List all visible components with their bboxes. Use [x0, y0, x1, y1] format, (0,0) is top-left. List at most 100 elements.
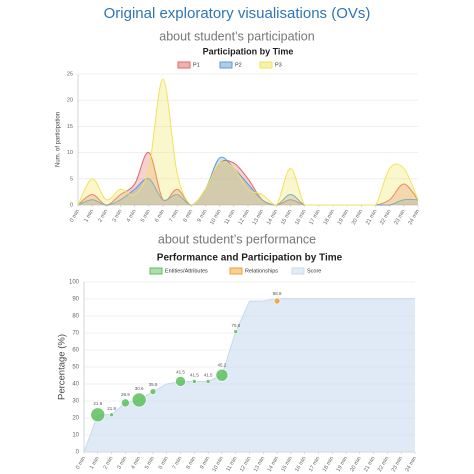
- y-tick-label: 10: [72, 433, 79, 439]
- y-tick-label: 90: [72, 297, 79, 303]
- x-tick-label: 0 min: [69, 209, 81, 224]
- y-tick-label: 80: [72, 314, 79, 320]
- x-tick-label: 21 min: [363, 456, 376, 473]
- x-tick-label: 9 min: [199, 456, 211, 471]
- page-title: Original exploratory visualisations (OVs…: [104, 5, 371, 22]
- legend-swatch: [229, 267, 243, 275]
- x-tick-label: 14 min: [266, 209, 279, 226]
- x-tick-label: 5 min: [140, 209, 152, 224]
- data-label: 88.8: [273, 291, 282, 296]
- x-tick-label: 14 min: [267, 456, 280, 473]
- legend-label: P2: [235, 62, 242, 68]
- bubble: [215, 368, 229, 382]
- data-label: 45.2: [218, 362, 227, 367]
- x-tick-label: 9 min: [197, 209, 209, 224]
- bubble: [121, 398, 130, 408]
- data-label: 21.9: [107, 406, 116, 411]
- x-tick-label: 22 min: [377, 456, 390, 473]
- y-tick-label: 40: [72, 382, 79, 388]
- x-tick-label: 15 min: [280, 209, 293, 226]
- x-tick-label: 17 min: [308, 456, 321, 473]
- x-tick-label: 24 min: [405, 456, 418, 473]
- data-label: 41.5: [190, 373, 199, 378]
- legend-swatch: [259, 61, 273, 69]
- x-tick-label: 1 min: [83, 209, 95, 224]
- x-tick-label: 19 min: [337, 209, 350, 226]
- x-tick-label: 1 min: [89, 456, 101, 471]
- x-tick-label: 8 min: [182, 209, 194, 224]
- x-tick-label: 18 min: [322, 456, 335, 473]
- x-tick-label: 22 min: [379, 209, 392, 226]
- x-tick-label: 4 min: [126, 209, 138, 224]
- bubble: [233, 329, 239, 334]
- bubble: [205, 379, 211, 384]
- x-tick-label: 12 min: [239, 456, 252, 473]
- x-tick-label: 18 min: [323, 209, 336, 226]
- x-tick-label: 13 min: [252, 209, 265, 226]
- x-tick-label: 6 min: [154, 209, 166, 224]
- y-tick-label: 20: [72, 416, 79, 422]
- y-tick-label: 50: [72, 365, 79, 371]
- x-tick-label: 20 min: [349, 456, 362, 473]
- y-tick-label: 5: [70, 176, 73, 182]
- y-tick-label: 15: [67, 124, 73, 130]
- x-tick-label: 5 min: [144, 456, 156, 471]
- x-tick-label: 15 min: [280, 456, 293, 473]
- area-fill: [78, 79, 418, 205]
- x-tick-label: 19 min: [336, 456, 349, 473]
- area-fill: [84, 298, 415, 452]
- x-tick-label: 20 min: [351, 209, 364, 226]
- legend-label: P3: [275, 62, 282, 68]
- x-tick-label: 7 min: [168, 209, 180, 224]
- y-axis-label: Num. of participation: [56, 112, 62, 167]
- series-line: [77, 78, 419, 206]
- data-label: 30.6: [135, 386, 144, 391]
- data-label: 28.9: [121, 392, 130, 397]
- x-tick-label: 23 min: [391, 456, 404, 473]
- chart-title: Performance and Participation by Time: [157, 253, 343, 264]
- y-tick-label: 0: [70, 202, 73, 208]
- legend-swatch: [177, 61, 191, 69]
- legend-label: Relationships: [245, 268, 278, 274]
- x-tick-label: 6 min: [158, 456, 170, 471]
- x-tick-label: 10 min: [209, 209, 222, 226]
- y-tick-label: 0: [76, 450, 80, 456]
- chart-title: Participation by Time: [203, 46, 294, 56]
- x-tick-label: 13 min: [253, 456, 266, 473]
- x-tick-label: 10 min: [211, 456, 224, 473]
- y-axis-label: Percentage (%): [57, 334, 68, 400]
- bubble: [131, 392, 147, 408]
- data-label: 41.5: [176, 370, 185, 375]
- x-tick-label: 3 min: [116, 456, 128, 471]
- x-tick-label: 17 min: [308, 209, 321, 226]
- y-tick-label: 100: [69, 280, 80, 286]
- x-tick-label: 16 min: [294, 209, 307, 226]
- y-tick-label: 30: [72, 399, 79, 405]
- bubble: [149, 388, 157, 395]
- data-label: 70.8: [231, 323, 240, 328]
- bubble: [175, 376, 186, 387]
- data-label: 21.9: [93, 401, 102, 406]
- x-tick-label: 2 min: [97, 209, 109, 224]
- y-tick-label: 70: [72, 331, 79, 337]
- x-tick-label: 12 min: [238, 209, 251, 226]
- data-label: 41.5: [204, 373, 213, 378]
- y-tick-label: 20: [67, 98, 73, 104]
- legend-label: Entities/Attributes: [165, 268, 208, 274]
- x-tick-label: 4 min: [130, 456, 142, 471]
- section-subtitle: about student’s performance: [158, 232, 316, 246]
- x-tick-label: 24 min: [408, 209, 421, 226]
- section-subtitle: about student’s participation: [159, 29, 314, 43]
- y-tick-label: 60: [72, 348, 79, 354]
- x-tick-label: 2 min: [103, 456, 115, 471]
- x-tick-label: 8 min: [185, 456, 197, 471]
- legend-label: Score: [307, 268, 321, 274]
- data-label: 35.5: [149, 382, 158, 387]
- legend-swatch: [291, 267, 305, 275]
- x-tick-label: 3 min: [112, 209, 124, 224]
- bubble: [90, 407, 106, 423]
- x-tick-label: 11 min: [224, 209, 237, 226]
- bubble: [192, 379, 197, 384]
